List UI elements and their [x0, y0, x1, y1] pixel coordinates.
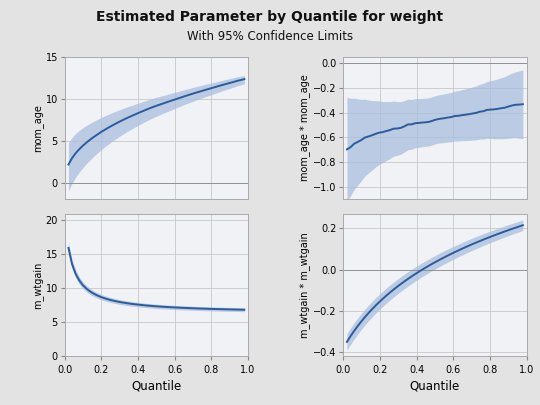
- Text: Estimated Parameter by Quantile for weight: Estimated Parameter by Quantile for weig…: [97, 10, 443, 24]
- X-axis label: Quantile: Quantile: [131, 379, 181, 392]
- Y-axis label: mom_age * mom_age: mom_age * mom_age: [299, 75, 310, 181]
- Y-axis label: m_wtgain * m_wtgain: m_wtgain * m_wtgain: [299, 232, 310, 338]
- Y-axis label: mom_age: mom_age: [33, 104, 43, 152]
- Y-axis label: m_wtgain: m_wtgain: [32, 261, 43, 309]
- Text: With 95% Confidence Limits: With 95% Confidence Limits: [187, 30, 353, 43]
- X-axis label: Quantile: Quantile: [410, 379, 460, 392]
